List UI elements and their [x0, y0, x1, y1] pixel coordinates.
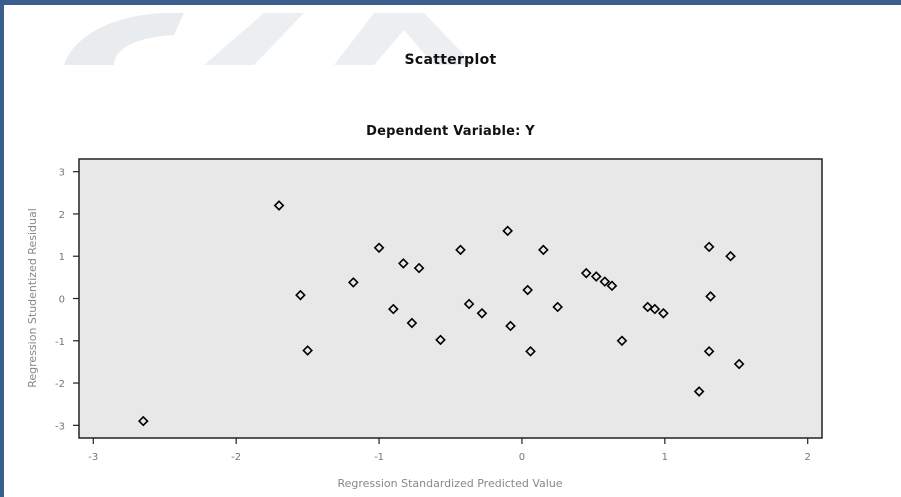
chart-title: Scatterplot: [404, 52, 497, 68]
data-point: [705, 291, 716, 302]
data-point: [476, 307, 488, 319]
data-point: [590, 271, 602, 282]
y-tick-label: 3: [59, 168, 65, 179]
data-point: [302, 345, 313, 356]
y-tick-label: -3: [55, 421, 65, 432]
y-tick-label: 0: [59, 295, 65, 306]
data-point: [616, 335, 628, 347]
chart-subtitle: Dependent Variable: Y: [366, 124, 535, 139]
x-axis-label: Regression Standardized Predicted Value: [337, 477, 562, 490]
x-tick-label: -1: [374, 452, 384, 463]
data-point: [552, 301, 563, 313]
data-point: [522, 284, 533, 296]
data-point: [703, 241, 715, 253]
data-point: [348, 277, 359, 288]
y-tick-label: -2: [55, 379, 65, 390]
x-tick-label: 2: [805, 452, 811, 463]
data-point: [406, 317, 418, 329]
data-point: [606, 280, 618, 292]
data-point: [273, 200, 285, 211]
data-point: [463, 298, 475, 310]
data-point: [435, 334, 446, 346]
data-point: [388, 303, 399, 315]
data-point: [502, 225, 513, 237]
watermark-graphic: [64, 13, 474, 65]
data-point: [703, 346, 715, 357]
x-tick-label: -2: [231, 452, 241, 463]
data-point: [538, 244, 549, 256]
data-point: [525, 346, 536, 357]
data-point: [413, 262, 425, 274]
x-tick-label: -3: [88, 452, 98, 463]
plot-area: [78, 158, 823, 439]
y-tick-label: 1: [59, 252, 65, 263]
data-point: [295, 289, 306, 301]
data-point: [599, 276, 611, 287]
data-point: [725, 250, 736, 262]
y-axis: 3 2 1 0 -1 -2 -3: [55, 168, 79, 432]
data-point: [658, 307, 669, 319]
x-axis: -3 -2 -1 0 1 2: [88, 438, 811, 463]
data-point: [649, 303, 661, 315]
data-point: [455, 244, 466, 256]
data-point: [642, 301, 654, 313]
data-point: [580, 267, 592, 279]
data-point: [505, 320, 516, 332]
x-tick-label: 1: [662, 452, 668, 463]
data-point: [733, 358, 745, 370]
y-tick-label: -1: [55, 337, 65, 348]
data-point: [693, 386, 705, 397]
data-point: [137, 415, 149, 427]
y-axis-label: Regression Studentized Residual: [26, 208, 39, 388]
data-point: [373, 242, 385, 254]
data-points: [137, 200, 745, 427]
y-tick-label: 2: [59, 210, 65, 221]
x-tick-label: 0: [519, 452, 525, 463]
data-point: [398, 258, 409, 269]
